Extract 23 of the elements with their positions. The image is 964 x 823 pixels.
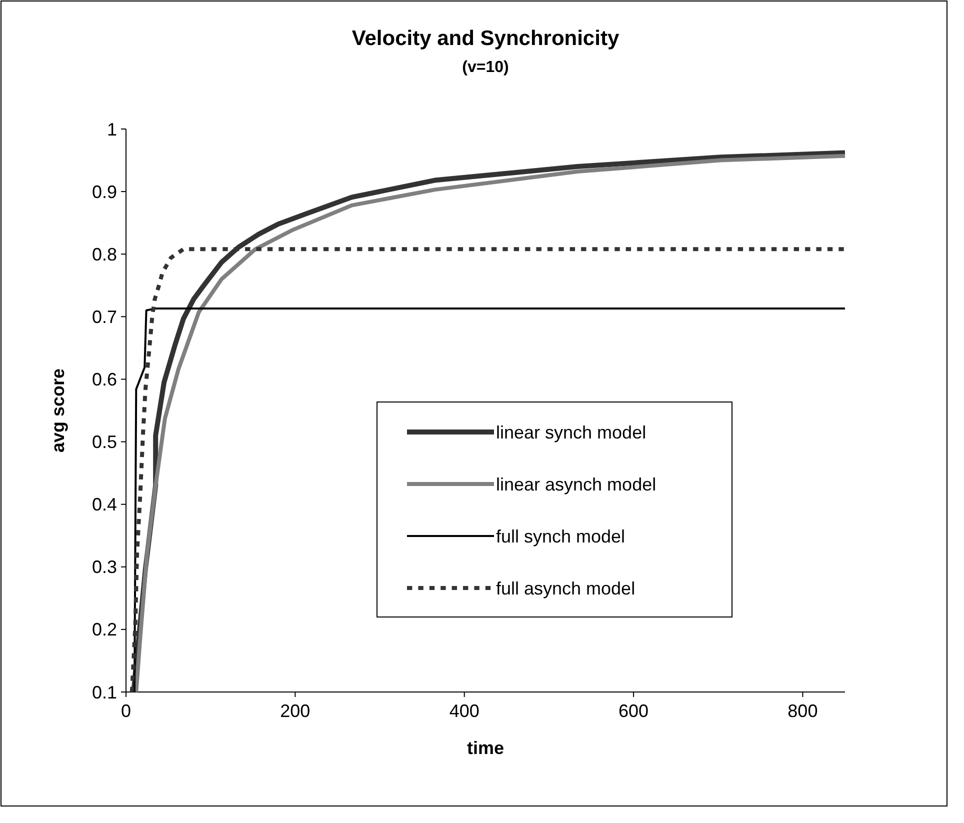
y-tick-label: 0.6	[92, 370, 117, 390]
legend-label: linear synch model	[496, 422, 646, 442]
y-tick-label: 0.5	[92, 432, 117, 452]
y-tick-label: 0.3	[92, 557, 117, 578]
y-tick-label: 0.2	[92, 620, 117, 640]
x-tick-label: 400	[449, 701, 480, 721]
x-tick-label: 800	[788, 701, 818, 721]
y-tick-label: 0.7	[92, 306, 117, 327]
legend-label: full asynch model	[496, 578, 636, 598]
x-tick-label: 600	[618, 701, 649, 721]
y-tick-label: 0.8	[92, 244, 117, 264]
x-tick-label: 200	[280, 701, 310, 721]
chart-subtitle: (v=10)	[462, 59, 509, 76]
y-tick-label: 0.4	[92, 494, 117, 515]
x-axis-title: time	[466, 738, 504, 758]
y-tick-label: 0.9	[92, 182, 117, 202]
chart-title: Velocity and Synchronicity	[352, 27, 620, 50]
y-tick-label: 1	[106, 119, 117, 140]
x-tick-label: 0	[120, 701, 132, 721]
y-tick-label: 0.1	[92, 682, 117, 702]
y-axis-title: avg score	[48, 368, 68, 453]
legend-label: linear asynch model	[496, 474, 656, 494]
legend-label: full synch model	[496, 526, 626, 546]
